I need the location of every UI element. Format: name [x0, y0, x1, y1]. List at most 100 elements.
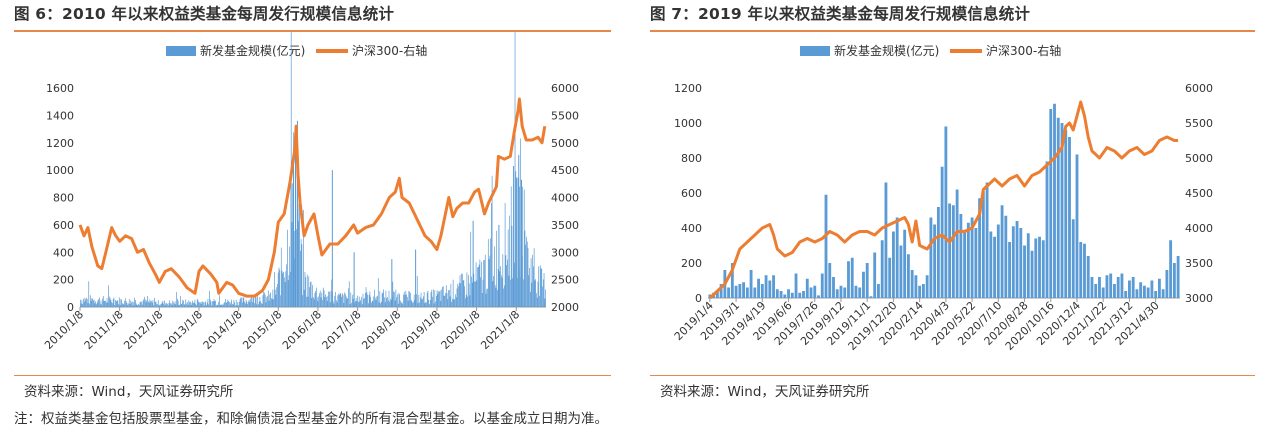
bar [180, 303, 182, 307]
bar [350, 292, 352, 307]
bar [531, 282, 533, 307]
bar [253, 295, 255, 307]
bar [192, 300, 193, 307]
bar [138, 304, 139, 307]
figure-6-title: 图 6：2010 年以来权益类基金每周发行规模信息统计 [14, 0, 611, 32]
bar [423, 291, 425, 307]
bar [337, 295, 339, 307]
bar [343, 302, 345, 307]
bar [835, 289, 839, 298]
bar [445, 285, 447, 307]
bar [209, 299, 211, 307]
bar [352, 298, 354, 307]
bar [985, 182, 989, 298]
bar [248, 301, 249, 307]
bar [207, 298, 209, 307]
bar [248, 299, 250, 307]
bar [212, 301, 214, 307]
bar [196, 305, 197, 307]
bar [884, 182, 888, 298]
bar [485, 293, 487, 307]
bar [185, 299, 187, 307]
bar [251, 296, 252, 307]
bar [259, 296, 261, 307]
bar [261, 303, 263, 307]
bar [327, 295, 329, 307]
bar [227, 299, 229, 307]
bar [478, 266, 479, 307]
bar [1038, 236, 1041, 298]
bar [1150, 280, 1154, 298]
bar [211, 305, 213, 307]
bar [1165, 270, 1169, 298]
bar [121, 299, 122, 307]
bar [526, 236, 527, 307]
bar [190, 305, 192, 307]
bar [403, 291, 405, 307]
bar [854, 285, 858, 298]
bar [464, 286, 465, 307]
bar [309, 287, 310, 307]
bar [429, 300, 431, 307]
bar [397, 294, 398, 307]
bar [507, 229, 509, 307]
bar [368, 303, 369, 307]
legend-label: 新发基金规模(亿元) [200, 43, 305, 58]
y-right-tick-label: 4500 [551, 164, 579, 177]
bar [484, 254, 486, 307]
bar [524, 230, 526, 307]
bar [390, 300, 392, 307]
bar [387, 296, 388, 307]
bar [1068, 137, 1071, 298]
bar [1116, 277, 1120, 298]
bar [244, 301, 245, 307]
bar [715, 291, 719, 298]
bar [336, 302, 338, 307]
bar [387, 300, 389, 307]
bar [948, 203, 952, 298]
bar [152, 300, 154, 307]
bar [393, 291, 394, 307]
bar [730, 263, 734, 298]
bar [1026, 233, 1030, 298]
bar [339, 292, 341, 307]
bar [113, 297, 115, 307]
bar [428, 299, 430, 307]
bar [468, 283, 470, 307]
bar [539, 265, 541, 307]
bar [461, 273, 463, 307]
bar [1101, 287, 1105, 298]
bar [208, 304, 210, 307]
y-left-tick-label: 400 [53, 246, 74, 259]
bar [122, 303, 123, 307]
bar [282, 273, 284, 307]
bar [396, 297, 397, 307]
bar [215, 305, 217, 307]
bar [533, 266, 534, 307]
x-tick-label: 2021/1/8 [478, 308, 522, 352]
bar [487, 239, 489, 307]
bar [442, 286, 444, 307]
bar [235, 299, 237, 307]
bar [165, 302, 167, 307]
bar [1169, 240, 1173, 298]
bar [115, 301, 117, 307]
bar [115, 299, 116, 307]
y-left-tick-label: 800 [53, 192, 74, 205]
bar [172, 300, 174, 307]
bar [790, 292, 794, 298]
bar [895, 217, 899, 298]
bar [177, 298, 178, 307]
bar [445, 293, 446, 307]
y-right-tick-label: 4000 [1185, 222, 1213, 235]
bar [361, 296, 362, 307]
bar [523, 189, 525, 307]
bar [178, 305, 180, 307]
bar [500, 275, 502, 307]
bar [348, 281, 350, 307]
bar [501, 277, 503, 307]
bar [307, 296, 309, 307]
bar [515, 171, 517, 307]
bar [775, 289, 779, 298]
bar [436, 290, 438, 307]
